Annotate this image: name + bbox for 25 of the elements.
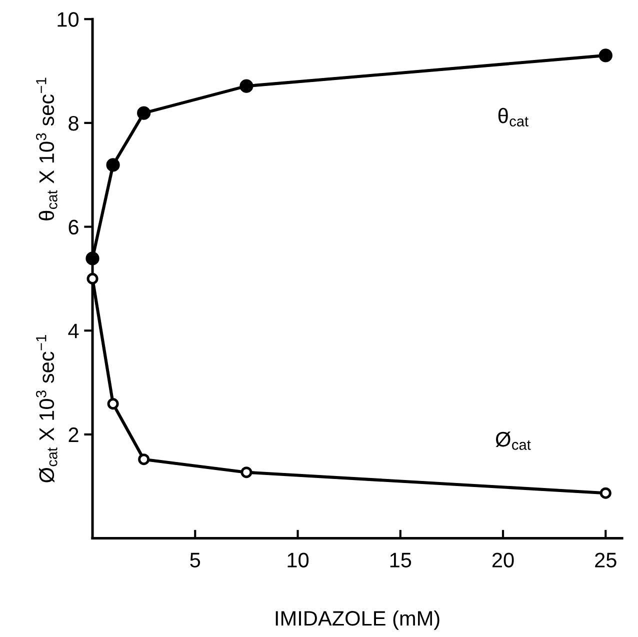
x-tick-label: 10 <box>288 552 309 568</box>
point <box>598 48 612 62</box>
text: θ$_{cat}$ X 10$^{3}$ sec$^{−1}$ <box>36 78 58 220</box>
point <box>138 454 150 466</box>
point <box>240 466 252 478</box>
y-tick-label: 2 <box>68 427 78 442</box>
point <box>86 272 98 284</box>
x-axis-title: IMIDAZOLE (mM) <box>276 610 440 630</box>
x-tick-label: 20 <box>492 552 514 568</box>
x-tick-label: 25 <box>595 552 616 568</box>
text: θ$_{cat}$ <box>498 108 528 126</box>
point <box>137 106 151 120</box>
point <box>107 398 119 410</box>
y-tick-label: 10 <box>58 12 79 27</box>
y-tick-label: 4 <box>68 324 79 338</box>
point <box>86 252 100 266</box>
y-tick-label: 6 <box>68 220 78 235</box>
y-tick-label: 8 <box>68 116 78 131</box>
point <box>240 79 254 93</box>
point <box>106 158 120 172</box>
series-label: Ø$_{cat}$ <box>496 432 531 450</box>
x-tick-label: 5 <box>190 552 200 568</box>
point <box>600 487 612 499</box>
text: Ø$_{cat}$ X 10$^{3}$ sec$^{−1}$ <box>36 335 58 483</box>
x-tick-label: 15 <box>390 552 412 568</box>
